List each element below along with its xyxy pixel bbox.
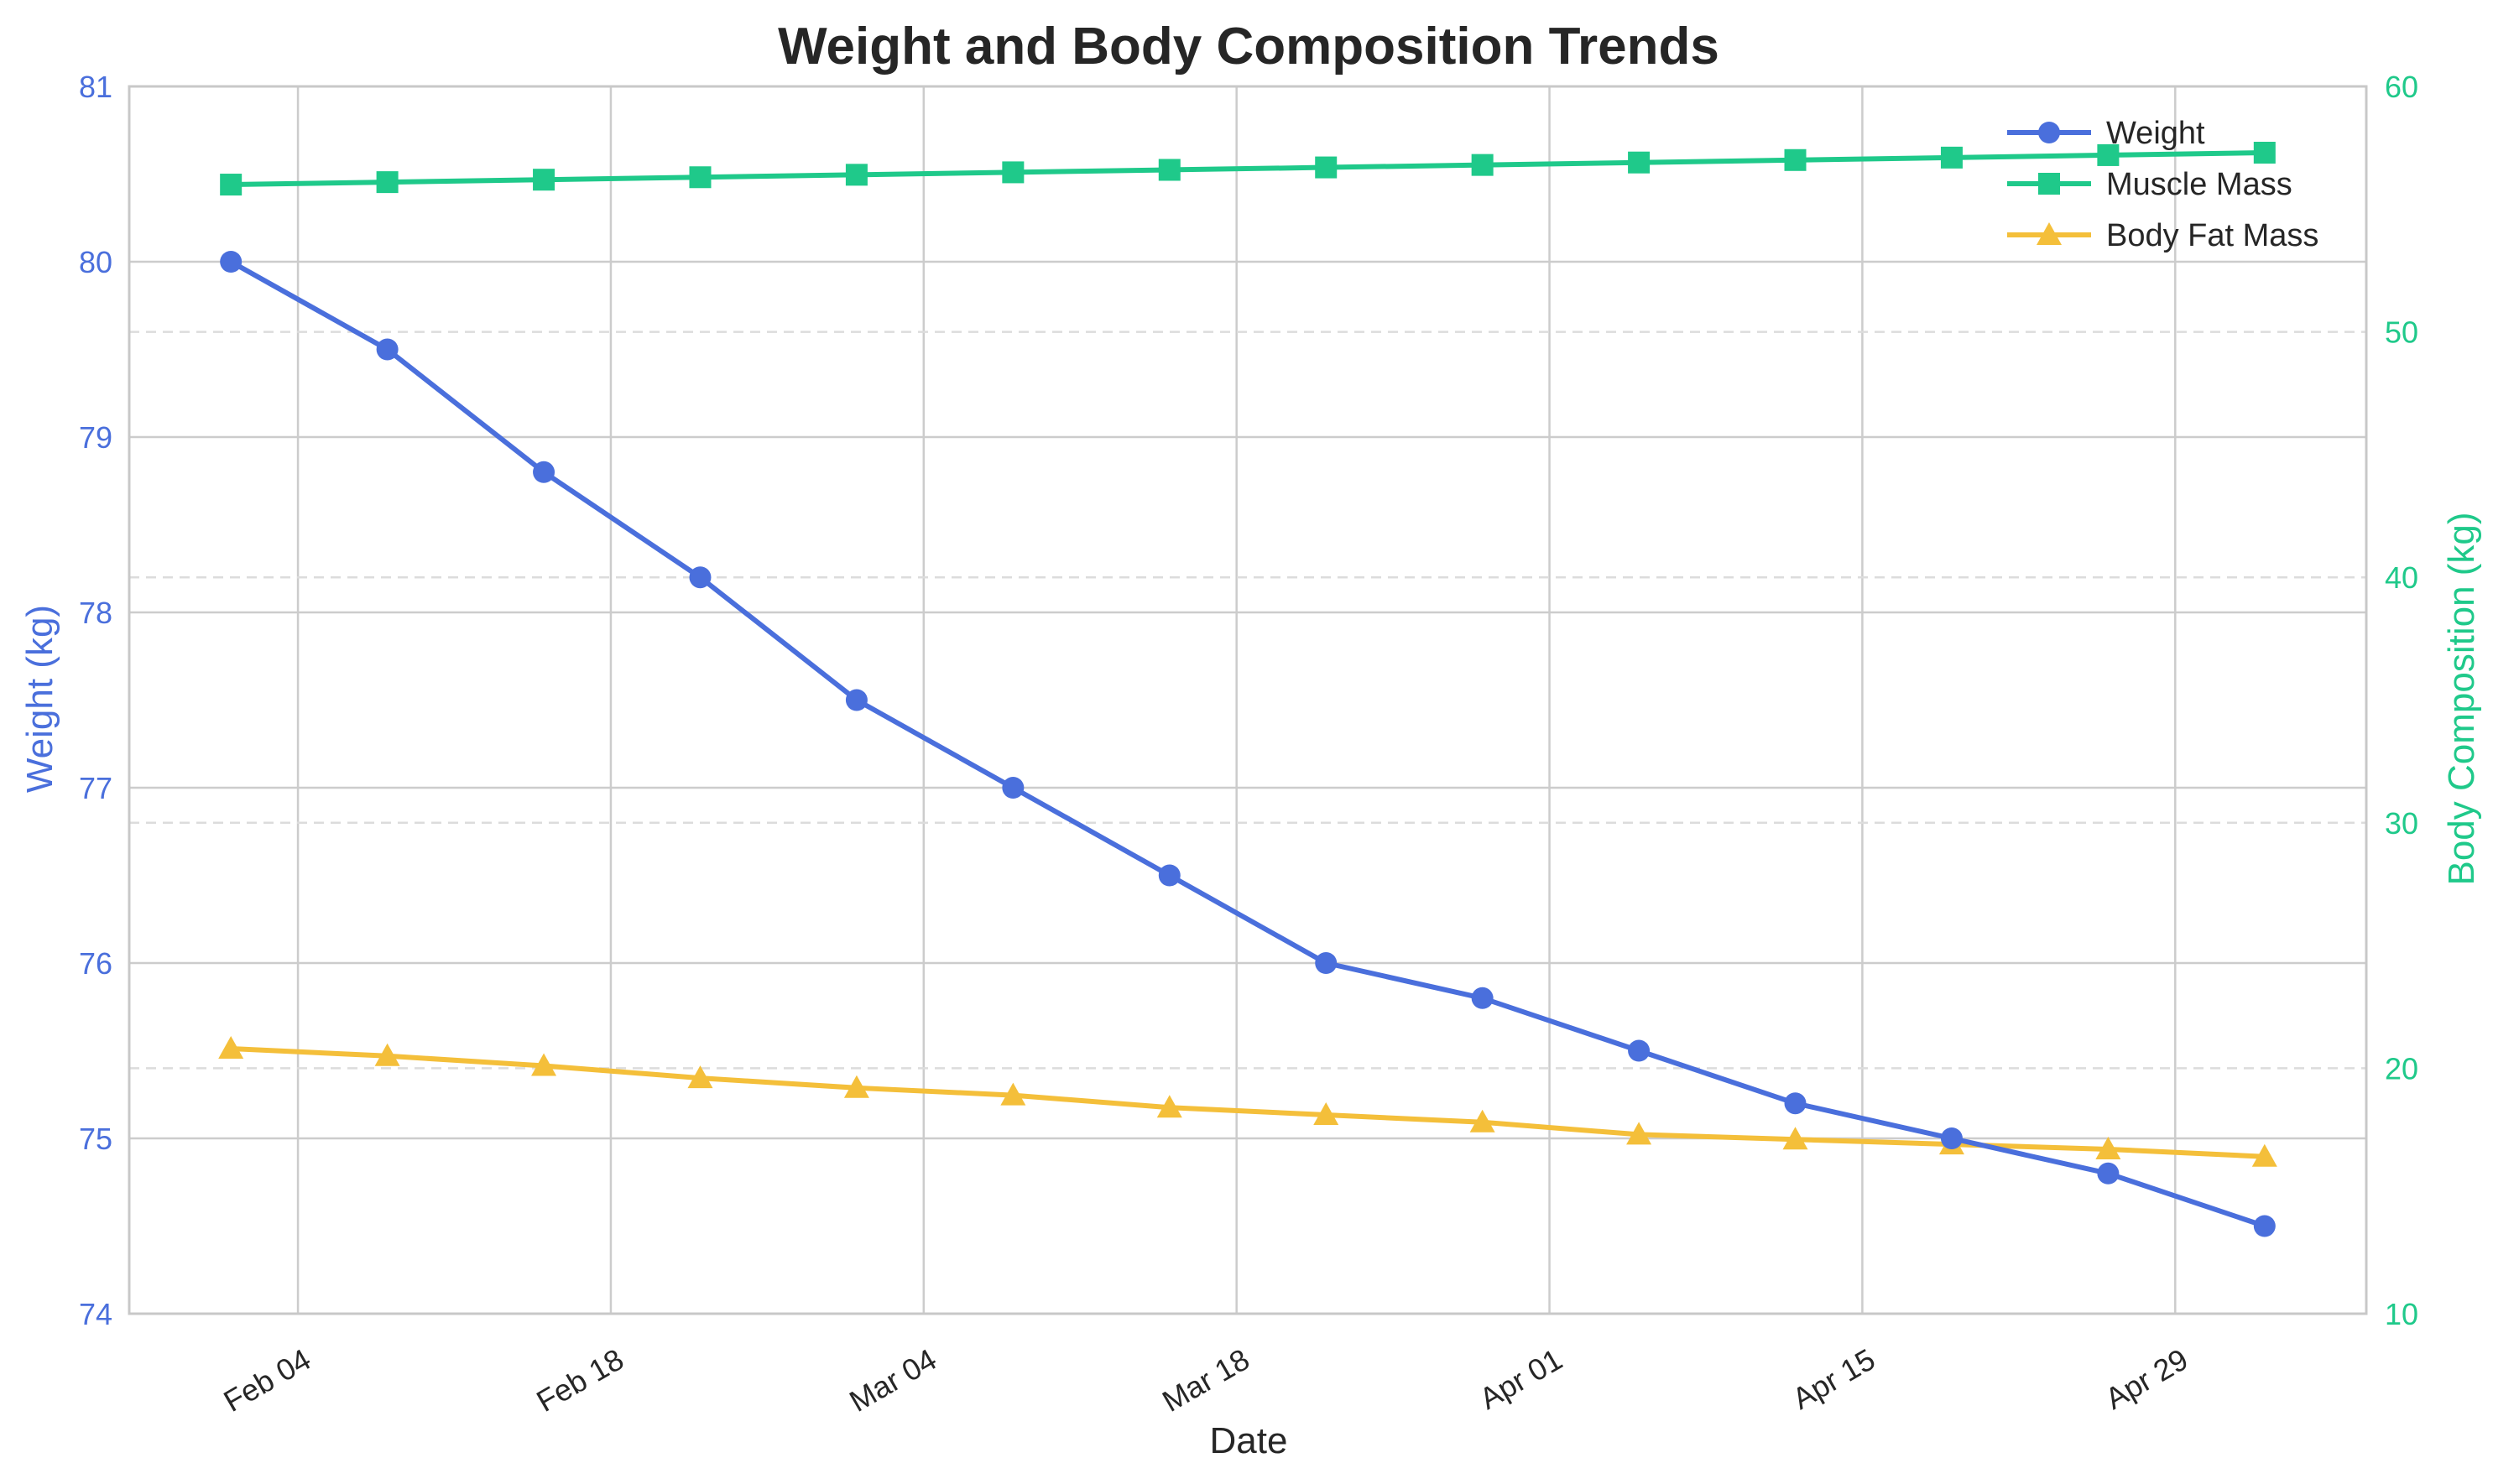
weight-point bbox=[1784, 1092, 1807, 1115]
legend-swatch-marker bbox=[2037, 222, 2062, 245]
body-fat-mass-point bbox=[843, 1075, 869, 1098]
body-fat-mass-point bbox=[1156, 1095, 1182, 1118]
muscle-mass-point bbox=[1471, 154, 1494, 176]
body-fat-mass-line bbox=[228, 1045, 2267, 1159]
muscle-mass-point bbox=[533, 169, 555, 191]
body-fat-mass-point bbox=[1626, 1122, 1652, 1145]
body-fat-mass-point bbox=[531, 1053, 557, 1076]
weight-point bbox=[2097, 1162, 2120, 1185]
y-left-tick-label: 75 bbox=[79, 1122, 112, 1156]
legend-swatch-marker bbox=[2038, 122, 2060, 143]
weight-point bbox=[689, 566, 712, 589]
weight-point bbox=[533, 461, 555, 483]
body-fat-mass-point bbox=[1469, 1109, 1495, 1133]
muscle-mass-point bbox=[1784, 148, 1807, 171]
series-body-fat-mass bbox=[218, 1035, 2277, 1167]
series-weight bbox=[220, 251, 2276, 1237]
muscle-mass-point bbox=[376, 171, 399, 194]
legend-item-body-fat-mass: Body Fat Mass bbox=[2007, 218, 2318, 253]
weight-point bbox=[845, 689, 868, 711]
muscle-mass-point bbox=[2253, 142, 2276, 164]
weight-point bbox=[2253, 1215, 2276, 1237]
legend-item-muscle-mass: Muscle Mass bbox=[2007, 167, 2292, 202]
y-right-tick-label: 40 bbox=[2385, 560, 2418, 595]
body-fat-mass-point bbox=[687, 1065, 713, 1089]
muscle-mass-point bbox=[689, 166, 712, 189]
y-right-tick-label: 20 bbox=[2385, 1051, 2418, 1086]
y-right-tick-label: 50 bbox=[2385, 315, 2418, 350]
muscle-mass-point bbox=[1158, 159, 1181, 181]
y-left-tick-label: 79 bbox=[79, 420, 112, 455]
muscle-mass-point bbox=[845, 164, 868, 186]
y-right-tick-label: 10 bbox=[2385, 1297, 2418, 1331]
weight-point bbox=[1628, 1039, 1651, 1062]
body-fat-mass-point bbox=[1000, 1082, 1026, 1106]
y-left-tick-label: 74 bbox=[79, 1297, 112, 1331]
y-left-tick-label: 80 bbox=[79, 245, 112, 279]
body-fat-mass-point bbox=[1782, 1127, 1808, 1150]
series-muscle-mass bbox=[220, 142, 2276, 196]
chart-title: Weight and Body Composition Trends bbox=[778, 18, 1719, 76]
weight-point bbox=[1002, 777, 1025, 799]
y-axis-left-title: Weight (kg) bbox=[19, 605, 60, 793]
body-fat-mass-point bbox=[374, 1043, 400, 1066]
x-axis-title: Date bbox=[1210, 1420, 1288, 1461]
legend: Weight Muscle Mass Body Fat Mass bbox=[2007, 116, 2318, 253]
legend-label: Weight bbox=[2106, 116, 2205, 151]
legend-swatch-marker bbox=[2038, 173, 2060, 195]
muscle-mass-point bbox=[220, 174, 243, 196]
y-right-tick-label: 30 bbox=[2385, 806, 2418, 841]
muscle-mass-point bbox=[1002, 161, 1025, 184]
muscle-mass-point bbox=[1315, 156, 1338, 179]
y-left-tick-label: 81 bbox=[79, 70, 112, 104]
grid bbox=[129, 86, 2366, 1314]
weight-line bbox=[228, 259, 2267, 1229]
weight-point bbox=[1315, 952, 1338, 974]
muscle-mass-line bbox=[228, 150, 2267, 188]
y-left-tick-label: 76 bbox=[79, 946, 112, 981]
y-right-tick-label: 60 bbox=[2385, 70, 2418, 104]
body-fat-mass-point bbox=[1313, 1101, 1339, 1125]
weight-point bbox=[1158, 864, 1181, 887]
body-fat-mass-point bbox=[2251, 1143, 2277, 1167]
weight-point bbox=[1940, 1127, 1963, 1149]
y-left-tick-label: 78 bbox=[79, 596, 112, 630]
y-left-tick-label: 77 bbox=[79, 771, 112, 805]
body-fat-mass-point bbox=[218, 1035, 244, 1059]
body-fat-mass-point bbox=[2095, 1136, 2121, 1159]
weight-point bbox=[220, 251, 243, 273]
weight-point bbox=[1471, 987, 1494, 1009]
muscle-mass-point bbox=[2097, 143, 2120, 166]
legend-item-weight: Weight bbox=[2007, 116, 2205, 151]
legend-label: Muscle Mass bbox=[2106, 167, 2292, 202]
y-axis-right-title: Body Composition (kg) bbox=[2441, 512, 2482, 885]
weight-point bbox=[376, 338, 399, 361]
legend-label: Body Fat Mass bbox=[2106, 218, 2318, 253]
series-layer bbox=[218, 142, 2277, 1237]
muscle-mass-point bbox=[1628, 151, 1651, 174]
muscle-mass-point bbox=[1940, 146, 1963, 169]
plot-frame bbox=[128, 85, 2368, 1315]
